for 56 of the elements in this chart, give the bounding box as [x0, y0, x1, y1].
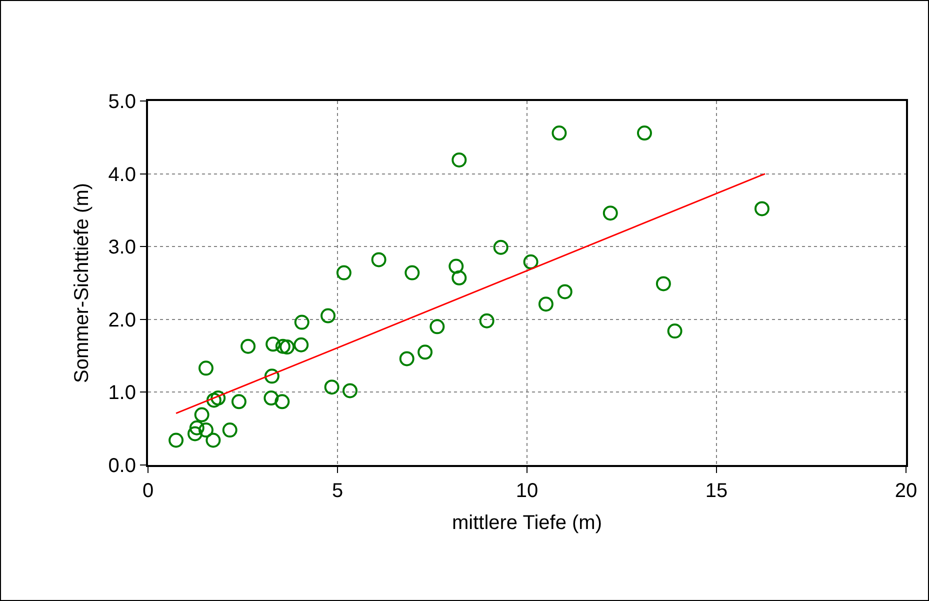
point	[452, 270, 467, 286]
point	[188, 426, 202, 442]
point	[222, 422, 238, 438]
point	[667, 324, 682, 339]
point	[198, 422, 214, 438]
point	[636, 126, 652, 141]
point	[493, 240, 508, 255]
point	[552, 126, 567, 141]
point	[342, 383, 358, 398]
point	[294, 314, 310, 330]
point	[198, 360, 214, 376]
point	[264, 368, 280, 384]
x-tick-label: 10	[516, 480, 538, 502]
point	[189, 420, 204, 436]
y-tick-label: 5.0	[108, 91, 136, 113]
point	[320, 308, 336, 324]
point	[206, 392, 222, 408]
point	[264, 390, 279, 406]
point	[336, 265, 352, 280]
y-tick-label: 2.0	[108, 309, 136, 332]
x-tick-label: 0	[142, 480, 154, 502]
x-axis-title: mittlere Tiefe (m)	[452, 512, 602, 534]
point	[324, 380, 340, 395]
y-tick-label: 3.0	[108, 236, 136, 259]
point	[399, 351, 414, 366]
point	[479, 313, 494, 328]
point	[523, 254, 538, 270]
point	[754, 201, 770, 216]
point	[280, 340, 295, 355]
point	[602, 206, 618, 221]
y-axis-title: Sommer-Sichttiefe (m)	[71, 182, 94, 384]
point	[240, 338, 256, 354]
point	[430, 319, 445, 334]
point	[448, 258, 464, 274]
point	[275, 338, 290, 354]
x-tick-label: 15	[705, 480, 728, 502]
point	[656, 276, 671, 292]
point	[371, 252, 386, 268]
point	[168, 432, 184, 448]
point	[557, 284, 572, 300]
point	[452, 152, 467, 168]
x-tick-label: 20	[894, 480, 918, 502]
point	[274, 394, 290, 410]
y-tick-label: 1.0	[108, 382, 136, 404]
point	[194, 407, 210, 422]
y-tick-label: 4.0	[108, 164, 136, 186]
point	[538, 296, 554, 312]
point	[231, 394, 246, 410]
y-tick-label: 0.0	[108, 455, 136, 477]
point	[404, 265, 420, 280]
point	[206, 432, 221, 448]
point	[418, 344, 433, 360]
point	[210, 390, 226, 406]
x-tick-label: 5	[332, 480, 344, 502]
point	[266, 336, 281, 352]
point	[294, 337, 309, 352]
